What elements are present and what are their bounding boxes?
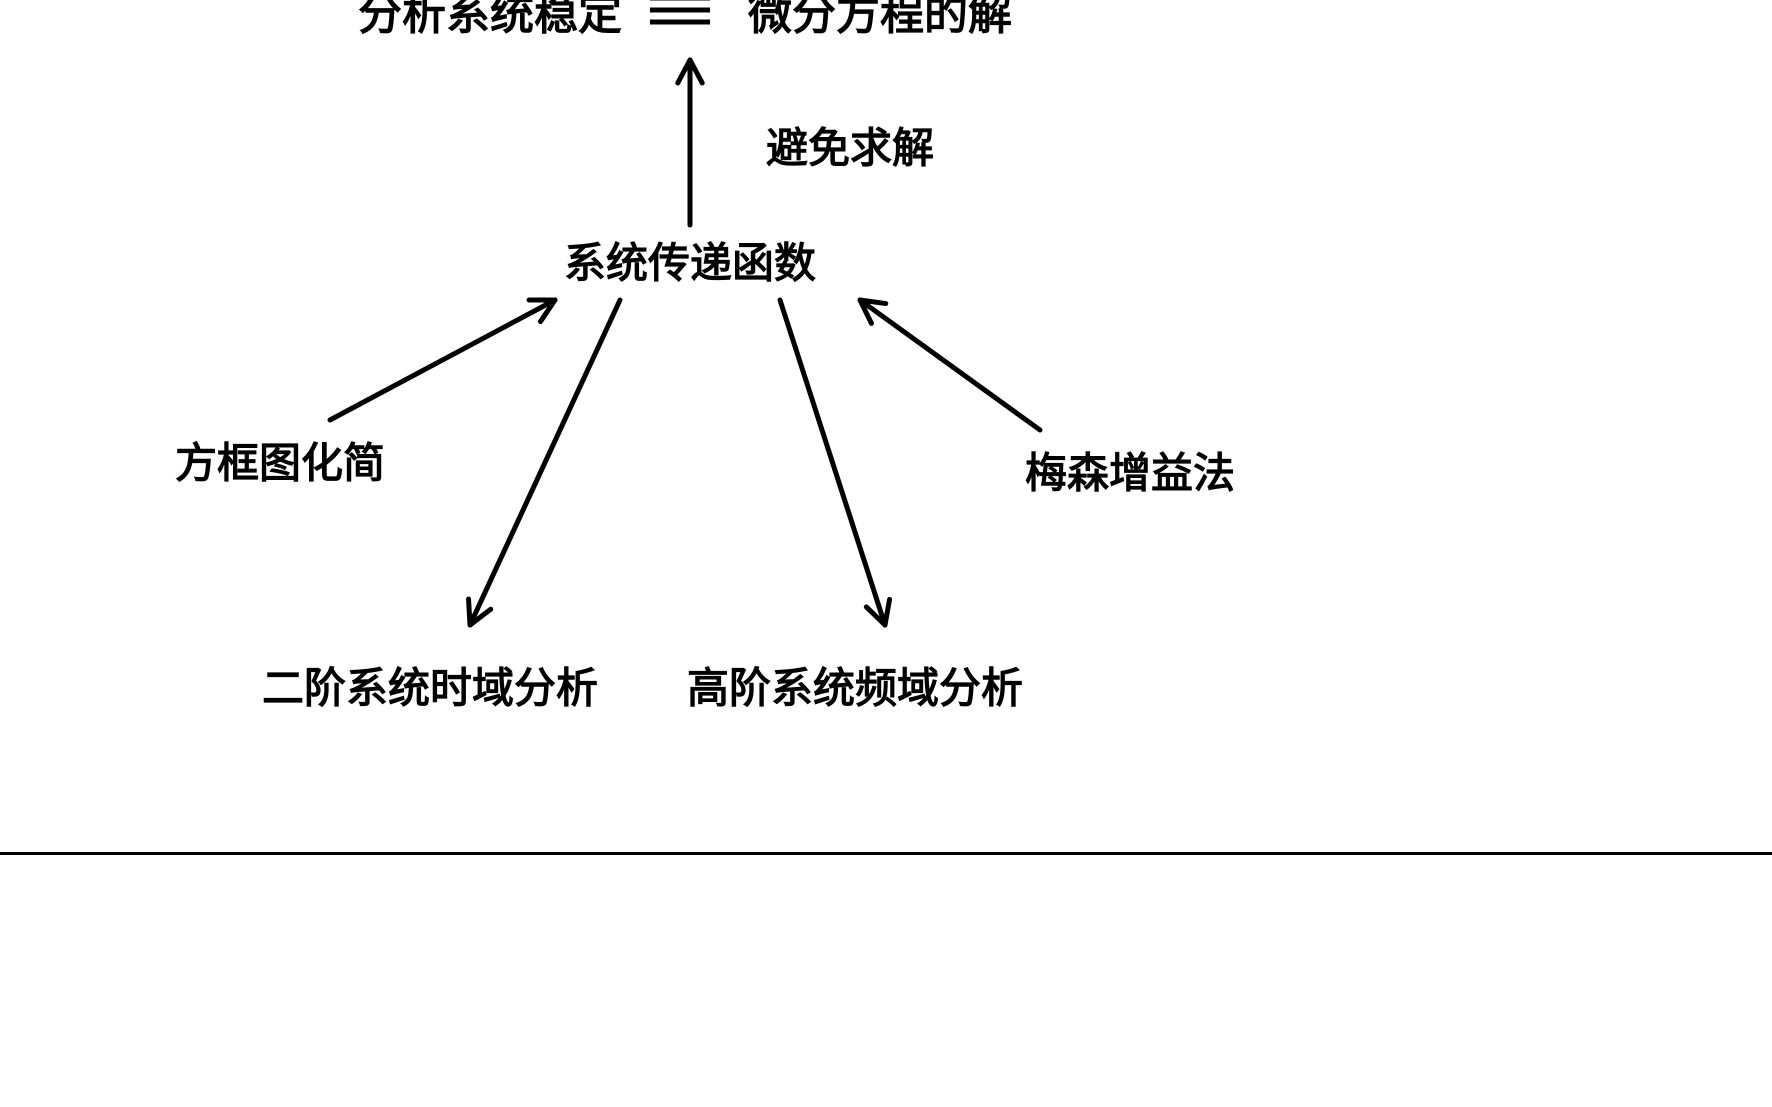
node-second-order-time: 二阶系统时域分析: [262, 655, 598, 716]
node-avoid-solving: 避免求解: [766, 115, 934, 176]
node-analyze-stability: 分析系统稳定: [358, 0, 622, 42]
node-high-order-freq: 高阶系统频域分析: [687, 655, 1023, 716]
node-mason-gain: 梅森增益法: [1025, 440, 1235, 501]
diagram-canvas: 分析系统稳定 微分方程的解 避免求解 系统传递函数 方框图化简 梅森增益法 二阶…: [0, 0, 1772, 1107]
node-block-diagram-simplify: 方框图化简: [175, 430, 385, 491]
baseline-rule: [0, 852, 1772, 855]
node-transfer-function: 系统传递函数: [564, 230, 816, 291]
node-diff-eq-solution: 微分方程的解: [748, 0, 1012, 42]
